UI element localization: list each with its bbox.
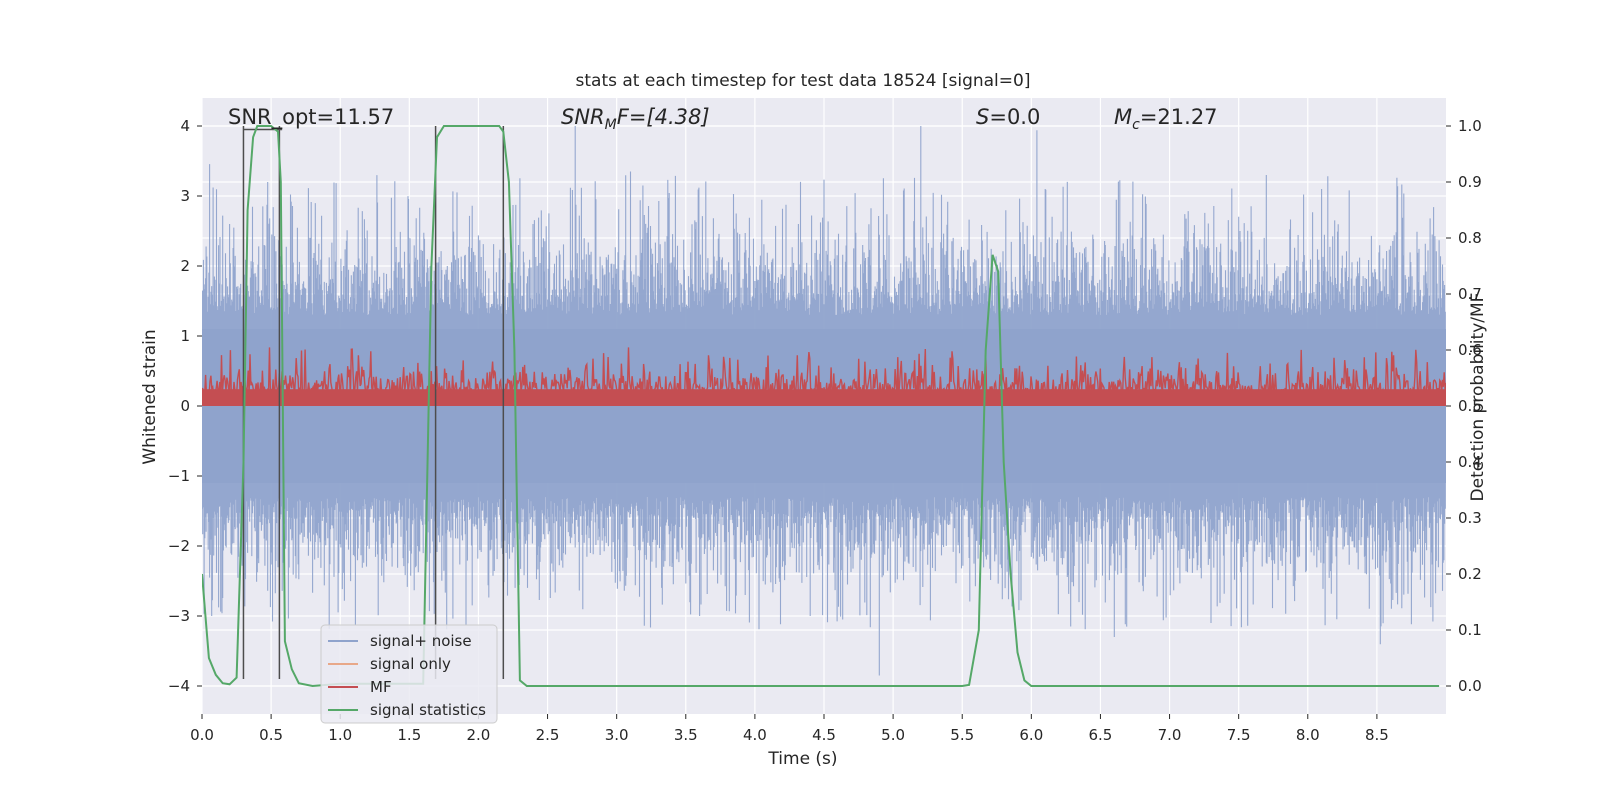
y2-tick-label: 0.9	[1458, 173, 1482, 191]
y-tick-label: 3	[180, 187, 190, 205]
y-tick-label: 4	[180, 117, 190, 135]
y2-tick-label: 1.0	[1458, 117, 1482, 135]
y2-tick-label: 0.5	[1458, 397, 1482, 415]
x-tick-label: 1.0	[328, 726, 352, 744]
legend-box	[320, 624, 498, 724]
x-tick-label: 8.5	[1365, 726, 1389, 744]
x-tick-label: 7.5	[1227, 726, 1251, 744]
y-tick-label: −4	[168, 677, 190, 695]
y-tick-label: 2	[180, 257, 190, 275]
y2-tick-label: 0.1	[1458, 621, 1482, 639]
x-tick-label: 7.0	[1158, 726, 1182, 744]
x-axis-label: Time (s)	[767, 749, 837, 769]
annotation-snr-opt: SNR_opt=11.57	[228, 105, 394, 130]
x-tick-label: 2.5	[536, 726, 560, 744]
x-axis: 0.0 0.5 1.0 1.5 2.0 2.5 3.0 3.5 4.0 4.5 5.0 5.5 6.0 6…	[190, 714, 1389, 744]
x-tick-label: 6.5	[1089, 726, 1113, 744]
y2-tick-label: 0.2	[1458, 565, 1482, 583]
y2-tick-label: 0.8	[1458, 229, 1482, 247]
series-mf	[202, 347, 1446, 406]
y-tick-label: 1	[180, 327, 190, 345]
x-tick-label: 6.0	[1019, 726, 1043, 744]
y2-tick-label: 0.4	[1458, 453, 1482, 471]
annotation-mc: Mc=21.27	[1114, 105, 1218, 133]
y-tick-label: −1	[168, 467, 190, 485]
legend-label-signal-statistics: signal statistics	[370, 701, 486, 719]
annotation-s: S=0.0	[976, 105, 1040, 129]
y-tick-label: −3	[168, 607, 190, 625]
y-tick-label: −2	[168, 537, 190, 555]
y-axis-label: Whitened strain	[140, 329, 160, 464]
signal-statistics-line	[202, 125, 1440, 688]
legend-label-signal-only: signal only	[370, 655, 451, 673]
chart-title: stats at each timestep for test data 185…	[576, 71, 1031, 91]
x-tick-label: 3.5	[674, 726, 698, 744]
x-tick-label: 4.0	[743, 726, 767, 744]
x-tick-label: 8.0	[1296, 726, 1320, 744]
mf-band	[202, 389, 1446, 406]
y-axis-right: 0.0 0.1 0.2 0.3 0.4 0.5 0.6 0.7 0.8 0.9 1.0	[1446, 117, 1482, 695]
legend-label-signal-noise: signal+ noise	[370, 632, 472, 650]
x-tick-label: 3.0	[605, 726, 629, 744]
y2-tick-label: 0.0	[1458, 677, 1482, 695]
x-tick-label: 0.0	[190, 726, 214, 744]
y-axis-left: −4 −3 −2 −1 0 1 2 3 4	[168, 117, 202, 695]
x-tick-label: 5.5	[950, 726, 974, 744]
y2-tick-label: 0.3	[1458, 509, 1482, 527]
mf-line	[202, 347, 1446, 401]
legend-label-mf: MF	[370, 678, 392, 696]
annotation-snr-mf: SNRMF=[4.38]	[561, 105, 710, 133]
y2-tick-label: 0.6	[1458, 341, 1482, 359]
x-tick-label: 2.0	[467, 726, 491, 744]
vertical-markers	[242, 126, 505, 679]
x-tick-label: 1.5	[397, 726, 421, 744]
x-tick-label: 4.5	[812, 726, 836, 744]
y2-axis-label: Detection probability/MF	[1468, 293, 1488, 502]
x-tick-label: 5.0	[881, 726, 905, 744]
legend: signal+ noise signal only MF signal stat…	[320, 624, 498, 724]
y2-tick-label: 0.7	[1458, 285, 1482, 303]
y-tick-label: 0	[180, 397, 190, 415]
series-signal-statistics	[202, 125, 1440, 688]
x-tick-label: 0.5	[259, 726, 283, 744]
